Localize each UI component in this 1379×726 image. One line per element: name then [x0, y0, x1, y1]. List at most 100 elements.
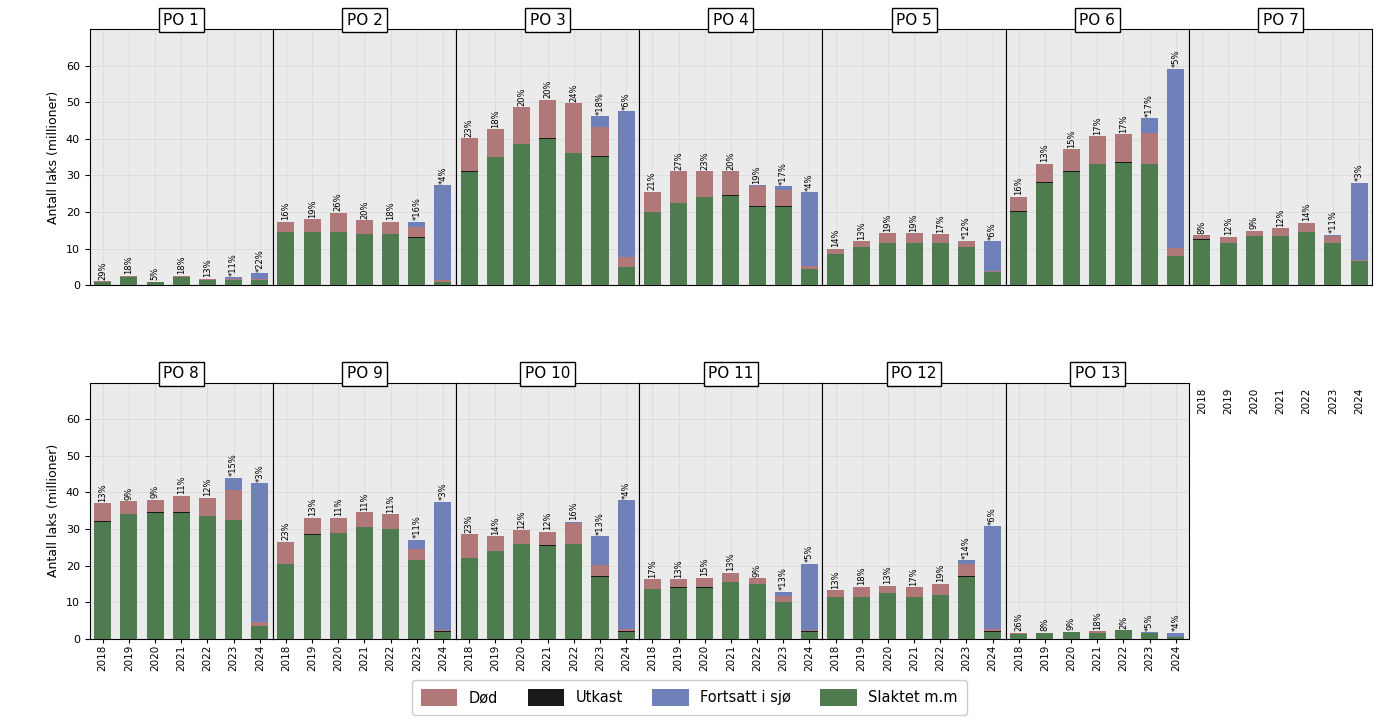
- Bar: [277, 542, 295, 563]
- Bar: [644, 590, 661, 639]
- Bar: [1089, 164, 1106, 165]
- Bar: [330, 232, 346, 285]
- Bar: [1350, 183, 1368, 260]
- Text: *16%: *16%: [412, 197, 422, 220]
- Bar: [172, 277, 190, 285]
- Text: *3%: *3%: [255, 464, 265, 482]
- Text: 20%: 20%: [727, 152, 735, 170]
- Bar: [1037, 633, 1054, 639]
- Title: PO 1: PO 1: [163, 13, 199, 28]
- Bar: [880, 586, 896, 593]
- Bar: [1167, 637, 1185, 639]
- Bar: [434, 282, 451, 285]
- Bar: [958, 247, 975, 285]
- Bar: [644, 192, 661, 212]
- Text: 19%: 19%: [753, 165, 761, 184]
- Bar: [408, 549, 425, 560]
- Bar: [356, 513, 372, 527]
- Bar: [251, 280, 269, 285]
- Text: *4%: *4%: [1171, 614, 1180, 632]
- Bar: [827, 254, 844, 285]
- Text: 19%: 19%: [884, 213, 892, 232]
- Text: 18%: 18%: [386, 202, 396, 220]
- Bar: [408, 560, 425, 639]
- Text: 13%: 13%: [1040, 144, 1049, 163]
- Bar: [985, 272, 1001, 285]
- Bar: [1142, 165, 1158, 285]
- Bar: [1167, 248, 1185, 256]
- Text: 19%: 19%: [910, 213, 918, 232]
- Bar: [513, 530, 530, 544]
- Bar: [1063, 632, 1080, 639]
- Text: 27%: 27%: [674, 151, 683, 170]
- Bar: [854, 597, 870, 639]
- Bar: [1271, 236, 1289, 285]
- Bar: [618, 629, 634, 632]
- Bar: [1142, 133, 1158, 164]
- Legend: Død, Utkast, Fortsatt i sjø, Slaktet m.m: Død, Utkast, Fortsatt i sjø, Slaktet m.m: [412, 680, 967, 715]
- Bar: [1011, 635, 1027, 639]
- Bar: [461, 558, 477, 639]
- Bar: [932, 595, 949, 639]
- Text: 9%: 9%: [124, 486, 134, 500]
- Bar: [434, 632, 451, 639]
- Bar: [723, 171, 739, 195]
- Bar: [382, 221, 399, 234]
- Bar: [461, 534, 477, 558]
- Bar: [277, 232, 295, 285]
- Bar: [696, 197, 713, 285]
- Bar: [434, 185, 451, 280]
- Bar: [618, 632, 634, 639]
- Text: 13%: 13%: [674, 559, 683, 578]
- Bar: [618, 500, 634, 629]
- Text: 24%: 24%: [570, 83, 578, 102]
- Text: *6%: *6%: [989, 507, 997, 525]
- Bar: [801, 192, 818, 266]
- Text: 16%: 16%: [281, 202, 291, 220]
- Bar: [277, 564, 295, 639]
- Bar: [225, 277, 243, 279]
- Bar: [1193, 235, 1211, 240]
- Bar: [199, 280, 217, 285]
- Bar: [1037, 164, 1054, 182]
- Bar: [539, 138, 556, 139]
- Text: 21%: 21%: [648, 171, 656, 190]
- Bar: [1063, 171, 1080, 172]
- Text: 14%: 14%: [832, 229, 840, 248]
- Text: *17%: *17%: [779, 162, 787, 184]
- Bar: [592, 566, 608, 576]
- Bar: [565, 153, 582, 285]
- Y-axis label: Antall laks (millioner): Antall laks (millioner): [47, 91, 61, 224]
- Bar: [120, 502, 138, 514]
- Bar: [487, 537, 503, 551]
- Bar: [565, 544, 582, 639]
- Text: 2%: 2%: [1118, 616, 1128, 629]
- Title: PO 8: PO 8: [163, 367, 199, 381]
- Bar: [565, 523, 582, 544]
- Text: 12%: 12%: [203, 478, 212, 497]
- Bar: [827, 590, 844, 597]
- Bar: [958, 240, 975, 241]
- Text: *4%: *4%: [805, 174, 814, 191]
- Bar: [172, 276, 190, 277]
- Bar: [958, 241, 975, 247]
- Bar: [539, 532, 556, 545]
- Bar: [539, 99, 556, 138]
- Bar: [120, 276, 138, 277]
- Bar: [801, 266, 818, 269]
- Bar: [513, 144, 530, 285]
- Text: 2024: 2024: [1354, 388, 1364, 414]
- Text: *3%: *3%: [439, 483, 447, 500]
- Text: *14%: *14%: [963, 536, 971, 558]
- Title: PO 12: PO 12: [891, 367, 936, 381]
- Bar: [94, 522, 112, 639]
- Text: 20%: 20%: [360, 200, 370, 219]
- Text: *11%: *11%: [1328, 211, 1338, 233]
- Text: 23%: 23%: [281, 521, 291, 540]
- Title: PO 2: PO 2: [346, 13, 382, 28]
- Bar: [172, 513, 190, 639]
- Bar: [356, 527, 372, 639]
- Bar: [618, 267, 634, 285]
- Bar: [827, 597, 844, 639]
- Bar: [801, 629, 818, 632]
